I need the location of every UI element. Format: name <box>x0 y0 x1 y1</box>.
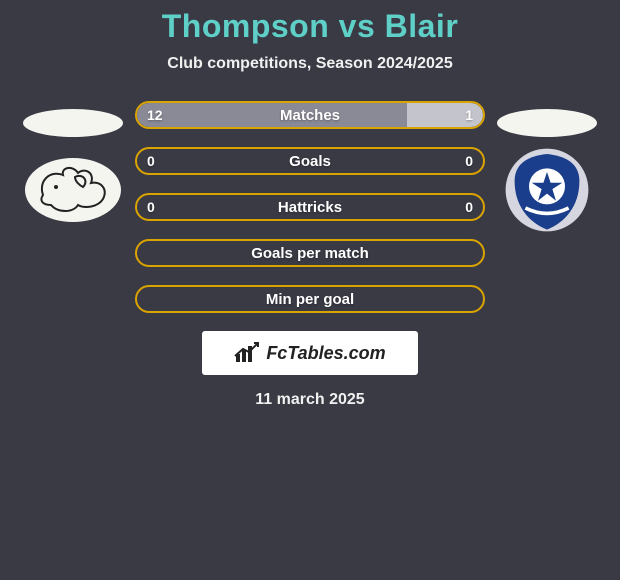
shield-star-icon <box>502 145 592 235</box>
bar-label: Goals <box>289 153 331 170</box>
left-badge-column <box>23 101 123 225</box>
stat-bar: Goals per match <box>135 239 485 267</box>
ram-icon <box>23 155 123 225</box>
right-club-badge <box>497 155 597 225</box>
branding-box: FcTables.com <box>202 331 418 375</box>
bar-value-right: 0 <box>465 199 473 215</box>
bar-label: Min per goal <box>266 291 354 308</box>
bar-fill-left <box>137 103 407 127</box>
stats-area: 12 1 Matches 0 0 Goals 0 0 Hattricks Goals per ma… <box>10 101 610 313</box>
right-player-placeholder <box>497 109 597 137</box>
stat-bar: 0 0 Goals <box>135 147 485 175</box>
left-player-placeholder <box>23 109 123 137</box>
footer-date: 11 march 2025 <box>0 391 620 409</box>
bar-label: Goals per match <box>251 245 369 262</box>
bar-label: Matches <box>280 107 340 124</box>
bar-value-left: 0 <box>147 199 155 215</box>
bar-value-left: 12 <box>147 107 163 123</box>
bar-chart-icon <box>234 342 260 364</box>
branding-text: FcTables.com <box>266 343 385 364</box>
stat-bar: 12 1 Matches <box>135 101 485 129</box>
right-badge-column <box>497 101 597 225</box>
stat-bars: 12 1 Matches 0 0 Goals 0 0 Hattricks Goals per ma… <box>135 101 485 313</box>
page-title: Thompson vs Blair <box>0 8 620 45</box>
stat-bar: 0 0 Hattricks <box>135 193 485 221</box>
bar-label: Hattricks <box>278 199 342 216</box>
bar-value-left: 0 <box>147 153 155 169</box>
stat-bar: Min per goal <box>135 285 485 313</box>
bar-value-right: 0 <box>465 153 473 169</box>
left-club-badge <box>23 155 123 225</box>
bar-value-right: 1 <box>465 107 473 123</box>
page-subtitle: Club competitions, Season 2024/2025 <box>0 55 620 73</box>
